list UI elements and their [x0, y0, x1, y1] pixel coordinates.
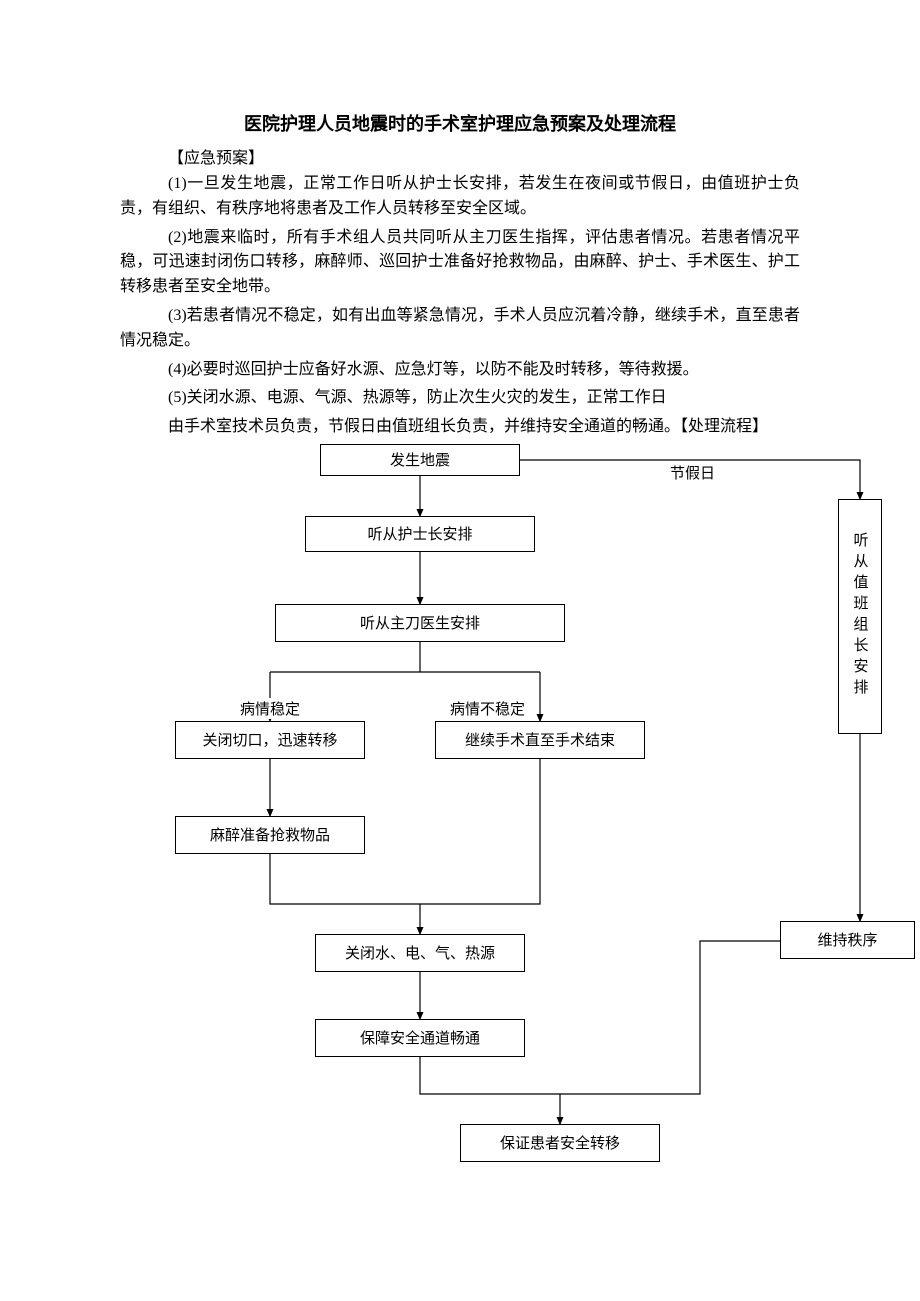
- node-duty: 听从值班组长安排: [838, 499, 882, 734]
- paragraph-3: (3)若患者情况不稳定，如有出血等紧急情况，手术人员应沉着冷静，继续手术，直至患…: [120, 304, 800, 354]
- paragraph-5: (5)关闭水源、电源、气源、热源等，防止次生火灾的发生，正常工作日: [120, 386, 800, 411]
- node-continue-surgery: 继续手术直至手术结束: [435, 721, 645, 759]
- node-surgeon: 听从主刀医生安排: [275, 604, 565, 642]
- node-head-nurse: 听从护士长安排: [305, 516, 535, 552]
- node-start: 发生地震: [320, 444, 520, 476]
- label-holiday: 节假日: [670, 462, 715, 483]
- paragraph-2: (2)地震来临时，所有手术组人员共同听从主刀医生指挥，评估患者情况。若患者情况平…: [120, 226, 800, 300]
- label-unstable: 病情不稳定: [450, 698, 525, 719]
- node-passage: 保障安全通道畅通: [315, 1019, 525, 1057]
- node-shutoff: 关闭水、电、气、热源: [315, 934, 525, 972]
- paragraph-1: (1)一旦发生地震，正常工作日听从护士长安排，若发生在夜间或节假日，由值班护士负…: [120, 172, 800, 222]
- label-stable: 病情稳定: [240, 698, 300, 719]
- paragraph-4: (4)必要时巡回护士应备好水源、应急灯等，以防不能及时转移，等待救援。: [120, 358, 800, 383]
- node-safe-transfer: 保证患者安全转移: [460, 1124, 660, 1162]
- doc-title: 医院护理人员地震时的手术室护理应急预案及处理流程: [120, 110, 800, 136]
- flowchart: 节假日 发生地震 听从护士长安排 听从主刀医生安排 病情稳定 病情不稳定 关闭切…: [160, 444, 920, 1184]
- node-close-wound: 关闭切口，迅速转移: [175, 721, 365, 759]
- plan-label: 【应急预案】: [168, 144, 800, 168]
- node-rescue-supplies: 麻醉准备抢救物品: [175, 816, 365, 854]
- node-maintain-order: 维持秩序: [780, 921, 915, 959]
- paragraph-6: 由手术室技术员负责，节假日由值班组长负责，并维持安全通道的畅通。【处理流程】: [168, 415, 800, 440]
